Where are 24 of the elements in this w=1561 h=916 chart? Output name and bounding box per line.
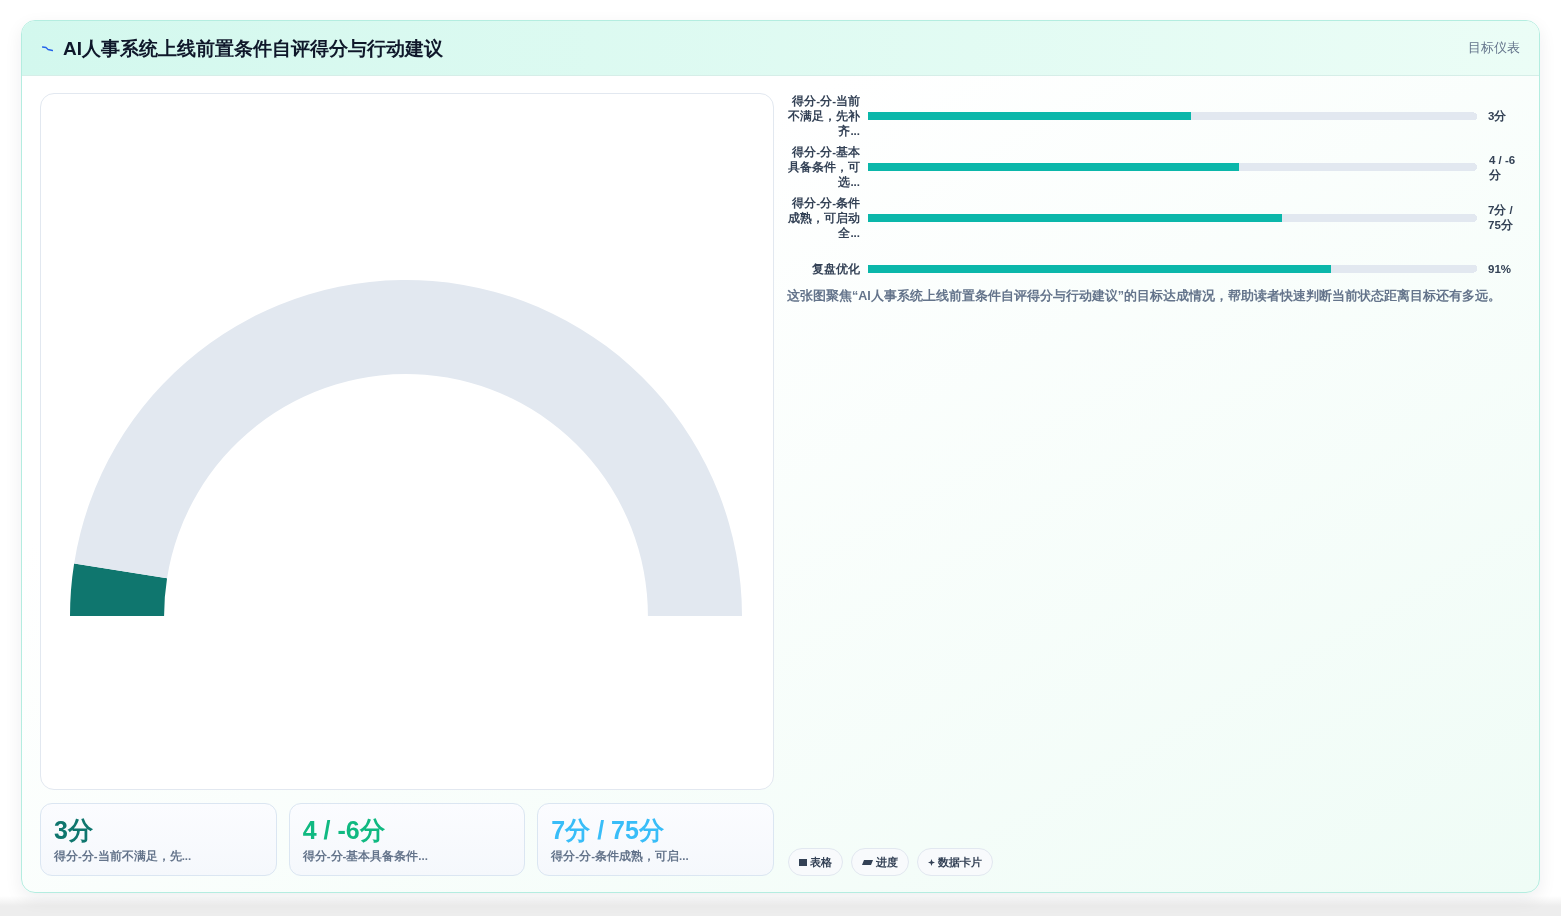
bar — [1190, 112, 1477, 121]
tag-chip: 进度 — [851, 848, 909, 876]
bar — [1239, 163, 1477, 172]
text: 91% — [1488, 263, 1512, 275]
stat-card: 3分 得分-分-当前不满足，先... — [40, 803, 277, 876]
bar — [868, 264, 1331, 273]
y-tick-label: 得分-分-当前不满足，先补齐... — [787, 94, 861, 138]
stat-card: 4 / -6分 得分-分-基本具备条件... — [288, 803, 526, 876]
text: 3分 — [1488, 110, 1508, 122]
text: 4 / -6分 — [1488, 154, 1516, 181]
y-tick-label: 复盘优化 — [811, 261, 861, 275]
bar — [868, 163, 1240, 172]
bar — [868, 112, 1191, 121]
y-tick-label: 得分-分-条件成熟，可启动全... — [787, 196, 860, 239]
tag-chip: 数据卡片 — [917, 848, 993, 876]
chart-title: AI人事系统上线前置条件自评得分与行动建议 — [63, 38, 443, 60]
stat-card: 7分 / 75分 得分-分-条件成熟，可启... — [537, 803, 774, 876]
bar — [1282, 213, 1477, 222]
text: 目标仪表 — [1468, 40, 1520, 56]
annotation: 这张图聚焦“AI人事系统上线前置条件自评得分与行动建议”的目标达成情况，帮助读者快速判断当前状态距离目标还有多远。 — [787, 288, 1501, 304]
bar — [868, 213, 1283, 222]
bar — [1330, 264, 1477, 273]
y-tick-label: 得分-分-基本具备条件，可选... — [787, 145, 861, 189]
text: 7分 / 75分 — [1488, 204, 1514, 231]
